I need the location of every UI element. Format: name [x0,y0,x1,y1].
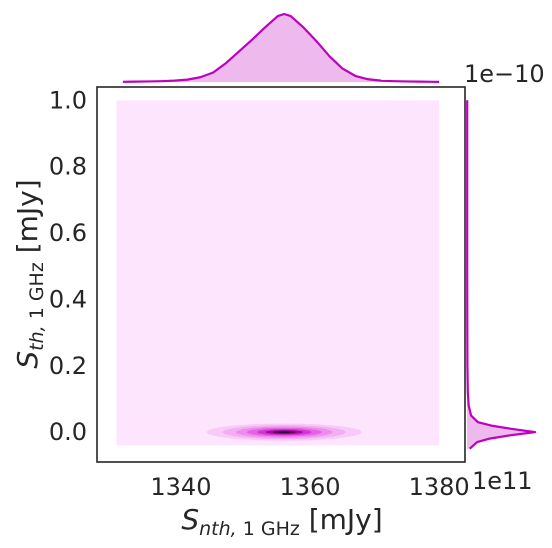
x-tick-label: 1380 [409,473,470,501]
y-tick-label: 1.0 [49,86,87,114]
y-tick-label: 0.2 [49,352,87,380]
x-tick-label: 1340 [150,473,211,501]
y-axis-label-symbol: S [11,351,44,369]
axes-frame [96,86,466,463]
x-axis-ticks: 1340 1360 1380 [150,473,469,501]
x-marginal-fill [122,14,440,82]
x-axis-label-symbol: S [181,503,199,536]
y-tick-label: 0.8 [49,153,87,181]
y-tick-label: 0.6 [49,219,87,247]
kde-contours [206,423,362,441]
x-multiplier-label: 1e11 [472,467,533,495]
y-marginal-line [466,100,537,450]
y-multiplier-label: 1e−10 [464,60,545,88]
y-marginal-fill [467,100,535,449]
x-axis-label: Snth, 1 GHz [mJy] [181,503,382,540]
y-axis-label: Sth, 1 GHz [mJy] [11,179,48,368]
y-axis-label-unit: [mJy] [11,179,44,262]
x-axis-label-sub-italic: nth, [199,518,237,540]
y-axis-label-sub-italic: th, [26,325,48,351]
y-tick-label: 0.0 [49,418,87,446]
y-marginal-kde [466,100,537,450]
x-axis-label-unit: [mJy] [300,503,383,536]
x-tick-label: 1360 [280,473,341,501]
y-axis-ticks: 0.0 0.2 0.4 0.6 0.8 1.0 [49,86,87,446]
kde-background-region [116,100,440,446]
y-tick-label: 0.4 [49,285,87,313]
x-marginal-line [122,12,440,83]
x-axis-label-sub-roman: 1 GHz [237,518,300,540]
joint-kde-plot [116,100,440,446]
contour-level-8 [278,431,291,433]
x-marginal-kde [122,12,440,83]
y-axis-label-sub-roman: 1 GHz [26,262,48,325]
